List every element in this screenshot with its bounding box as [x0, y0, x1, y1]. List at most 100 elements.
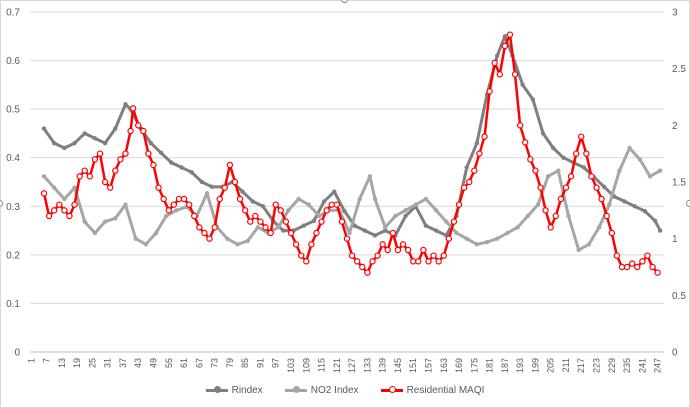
legend-label-no2: NO2 Index: [310, 385, 359, 396]
line-chart: 00.10.20.30.40.50.60.700.511.522.531 7 13 1…: [6, 8, 686, 374]
y-left-tick-label: 0.6: [6, 56, 20, 67]
data-point: [71, 201, 78, 208]
data-point: [250, 199, 255, 204]
x-tick-label: 235: [622, 358, 632, 373]
data-point: [81, 167, 88, 174]
data-point: [277, 207, 284, 214]
data-point: [484, 239, 490, 245]
data-point: [321, 199, 327, 204]
data-point: [204, 191, 210, 196]
data-point: [96, 150, 104, 157]
data-point: [160, 195, 167, 203]
data-point: [588, 173, 595, 180]
data-point: [165, 207, 172, 214]
data-point: [206, 235, 213, 242]
data-point: [311, 218, 317, 224]
x-tick-label: 13: [57, 358, 67, 368]
data-point: [583, 150, 590, 157]
data-point: [296, 196, 301, 202]
data-point: [308, 241, 315, 248]
data-point: [191, 212, 198, 220]
data-point: [113, 126, 118, 131]
data-point: [260, 204, 266, 209]
data-point: [576, 247, 581, 253]
data-point: [525, 213, 530, 219]
data-point: [267, 229, 274, 237]
data-point: [642, 208, 648, 214]
data-point: [476, 150, 483, 157]
data-point: [551, 145, 556, 151]
data-point: [649, 263, 656, 271]
legend-item-maqi: Residential MAQI: [380, 385, 484, 396]
resize-handle-right[interactable]: [686, 200, 690, 207]
data-point: [379, 241, 386, 248]
data-point: [618, 263, 626, 271]
x-tick-label: 19: [72, 358, 82, 368]
y-left-tick-label: 0.4: [6, 153, 20, 164]
data-point: [389, 229, 397, 237]
x-tick-label: 217: [576, 358, 586, 373]
x-tick-label: 85: [240, 358, 250, 368]
data-point: [415, 258, 422, 265]
data-point: [425, 258, 432, 265]
series-line-0: [42, 34, 662, 237]
data-point: [440, 252, 447, 259]
data-point: [474, 140, 480, 146]
x-tick-label: 229: [607, 358, 617, 373]
data-point: [593, 184, 600, 191]
data-point: [292, 241, 300, 248]
rindex-swatch: [205, 386, 228, 393]
legend-label-rindex: Rindex: [231, 385, 263, 396]
data-point: [272, 201, 279, 208]
data-point: [639, 258, 646, 265]
x-tick-label: 73: [210, 358, 220, 368]
data-point: [255, 225, 261, 230]
data-point: [281, 228, 286, 233]
data-point: [135, 122, 142, 129]
data-point: [143, 242, 149, 247]
data-point: [464, 236, 469, 241]
data-point: [102, 140, 108, 146]
data-point: [129, 105, 137, 112]
no2-swatch: [284, 386, 307, 393]
data-point: [221, 184, 228, 191]
x-tick-label: 115: [317, 358, 327, 372]
data-point: [117, 156, 124, 163]
data-point: [338, 218, 346, 225]
data-point: [107, 184, 114, 191]
data-point: [623, 263, 631, 271]
data-point: [506, 31, 514, 38]
data-point: [634, 263, 641, 271]
axis-labels: 00.10.20.30.40.50.60.700.511.522.531 7 13 1…: [6, 8, 686, 374]
data-point: [316, 213, 322, 219]
data-point: [226, 161, 234, 169]
x-tick-label: 145: [393, 358, 403, 373]
data-point: [211, 224, 218, 231]
data-point: [537, 184, 544, 191]
data-point: [303, 258, 310, 265]
x-tick-label: 61: [179, 358, 189, 368]
x-tick-label: 79: [225, 358, 235, 368]
data-point: [652, 218, 658, 224]
data-point: [542, 207, 549, 214]
data-point: [113, 216, 118, 221]
data-point: [567, 173, 575, 180]
data-point: [572, 150, 580, 157]
data-point: [627, 145, 632, 151]
data-point: [601, 184, 607, 190]
data-point: [455, 201, 463, 208]
data-point: [127, 127, 134, 135]
data-point: [123, 202, 128, 207]
data-point: [92, 230, 98, 236]
x-tick-label: 151: [408, 358, 418, 373]
data-point: [199, 179, 205, 185]
data-point: [40, 190, 48, 197]
y-right-tick-label: 2.5: [672, 64, 686, 75]
x-tick-label: 211: [561, 358, 571, 372]
data-point: [225, 236, 230, 241]
data-point: [133, 236, 138, 241]
data-point: [86, 173, 94, 180]
x-tick-label: 241: [637, 358, 647, 373]
data-point: [460, 184, 468, 191]
data-point: [502, 34, 508, 39]
